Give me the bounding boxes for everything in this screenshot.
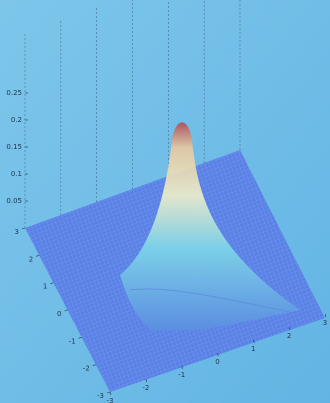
y-tick-label: 3 <box>15 228 19 236</box>
z-tick-label: 0.15 <box>6 143 22 151</box>
z-tick-label: 0.1 <box>11 170 22 178</box>
x-tick-label: -1 <box>178 371 185 379</box>
y-tick-label: 0 <box>57 310 61 318</box>
z-tick-label: 0.2 <box>11 116 22 124</box>
x-tick-label: 0 <box>215 358 219 366</box>
y-tick-label: -3 <box>97 392 104 400</box>
x-tick-label: 2 <box>287 332 291 340</box>
x-tick-label: 1 <box>251 345 255 353</box>
y-tick-label: 1 <box>43 283 47 291</box>
y-tick-label: -1 <box>69 337 76 345</box>
x-tick-label: -2 <box>142 384 149 392</box>
z-tick-label: 0.25 <box>6 89 22 97</box>
chart: 0.25 0.2 0.15 0.1 0.05 3 2 1 0 -1 -2 -3-3 -2 -1 0 1 2 3 <box>0 0 330 403</box>
z-tick-label: 0.05 <box>6 197 22 205</box>
x-tick-label: 3 <box>323 319 327 327</box>
y-tick-label: 2 <box>29 255 33 263</box>
y-tick-label: -2 <box>83 365 90 373</box>
page: 0.250.20.150.10.053210-1-2-3-3-2-10123 (… <box>0 0 330 403</box>
x-tick-label: -3 <box>107 397 114 403</box>
